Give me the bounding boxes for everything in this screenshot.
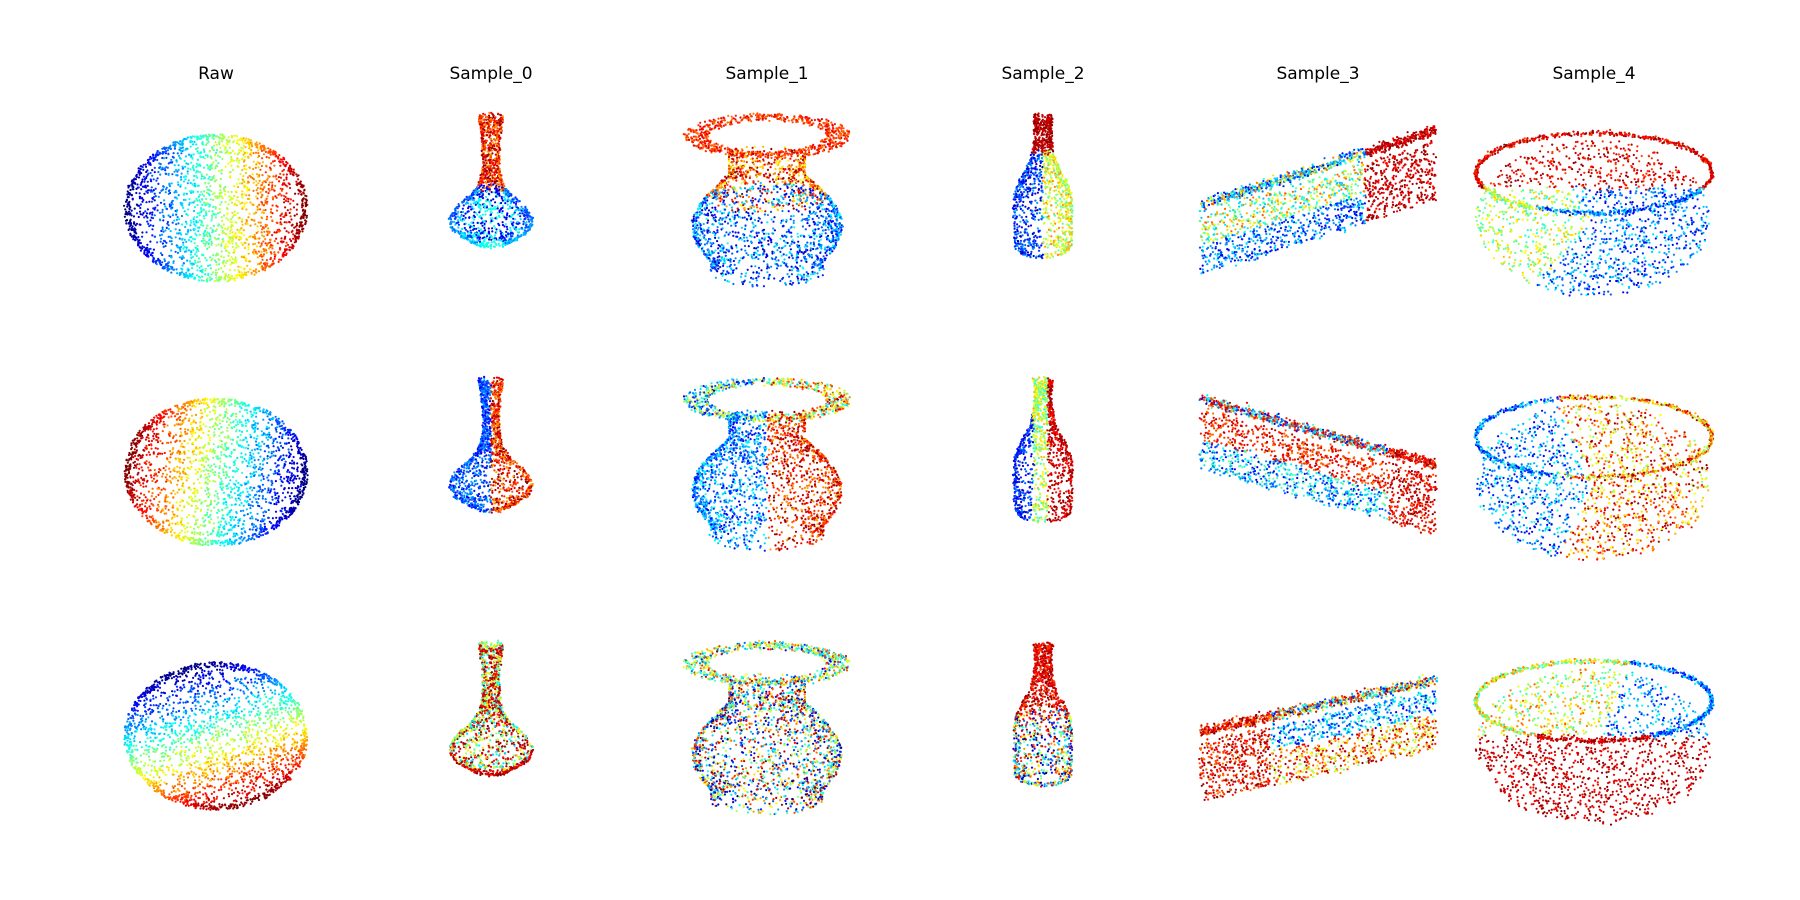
point-cloud-jar-row-1 (683, 377, 851, 552)
point-cloud-flask-row-1 (448, 376, 534, 514)
point-cloud-basket-row-0 (1473, 129, 1715, 297)
point-cloud-flask-row-2 (449, 640, 534, 778)
point-cloud-jar-row-0 (683, 112, 851, 287)
point-cloud-bottle-row-2 (1012, 642, 1073, 788)
point-cloud-sphere-row-1 (124, 398, 309, 547)
point-cloud-basket-row-2 (1473, 658, 1714, 826)
point-cloud-bottle-row-0 (1012, 112, 1074, 259)
point-cloud-sofa-row-0 (1199, 125, 1438, 274)
point-cloud-flask-row-0 (448, 112, 535, 250)
point-cloud-jar-row-2 (683, 640, 851, 816)
point-cloud-sofa-row-2 (1198, 674, 1438, 801)
point-cloud-bottle-row-1 (1012, 376, 1074, 524)
point-cloud-sphere-row-2 (123, 661, 308, 811)
point-cloud-sphere-row-0 (123, 133, 308, 282)
point-cloud-basket-row-1 (1474, 394, 1714, 561)
point-cloud-sofa-row-1 (1199, 394, 1438, 534)
